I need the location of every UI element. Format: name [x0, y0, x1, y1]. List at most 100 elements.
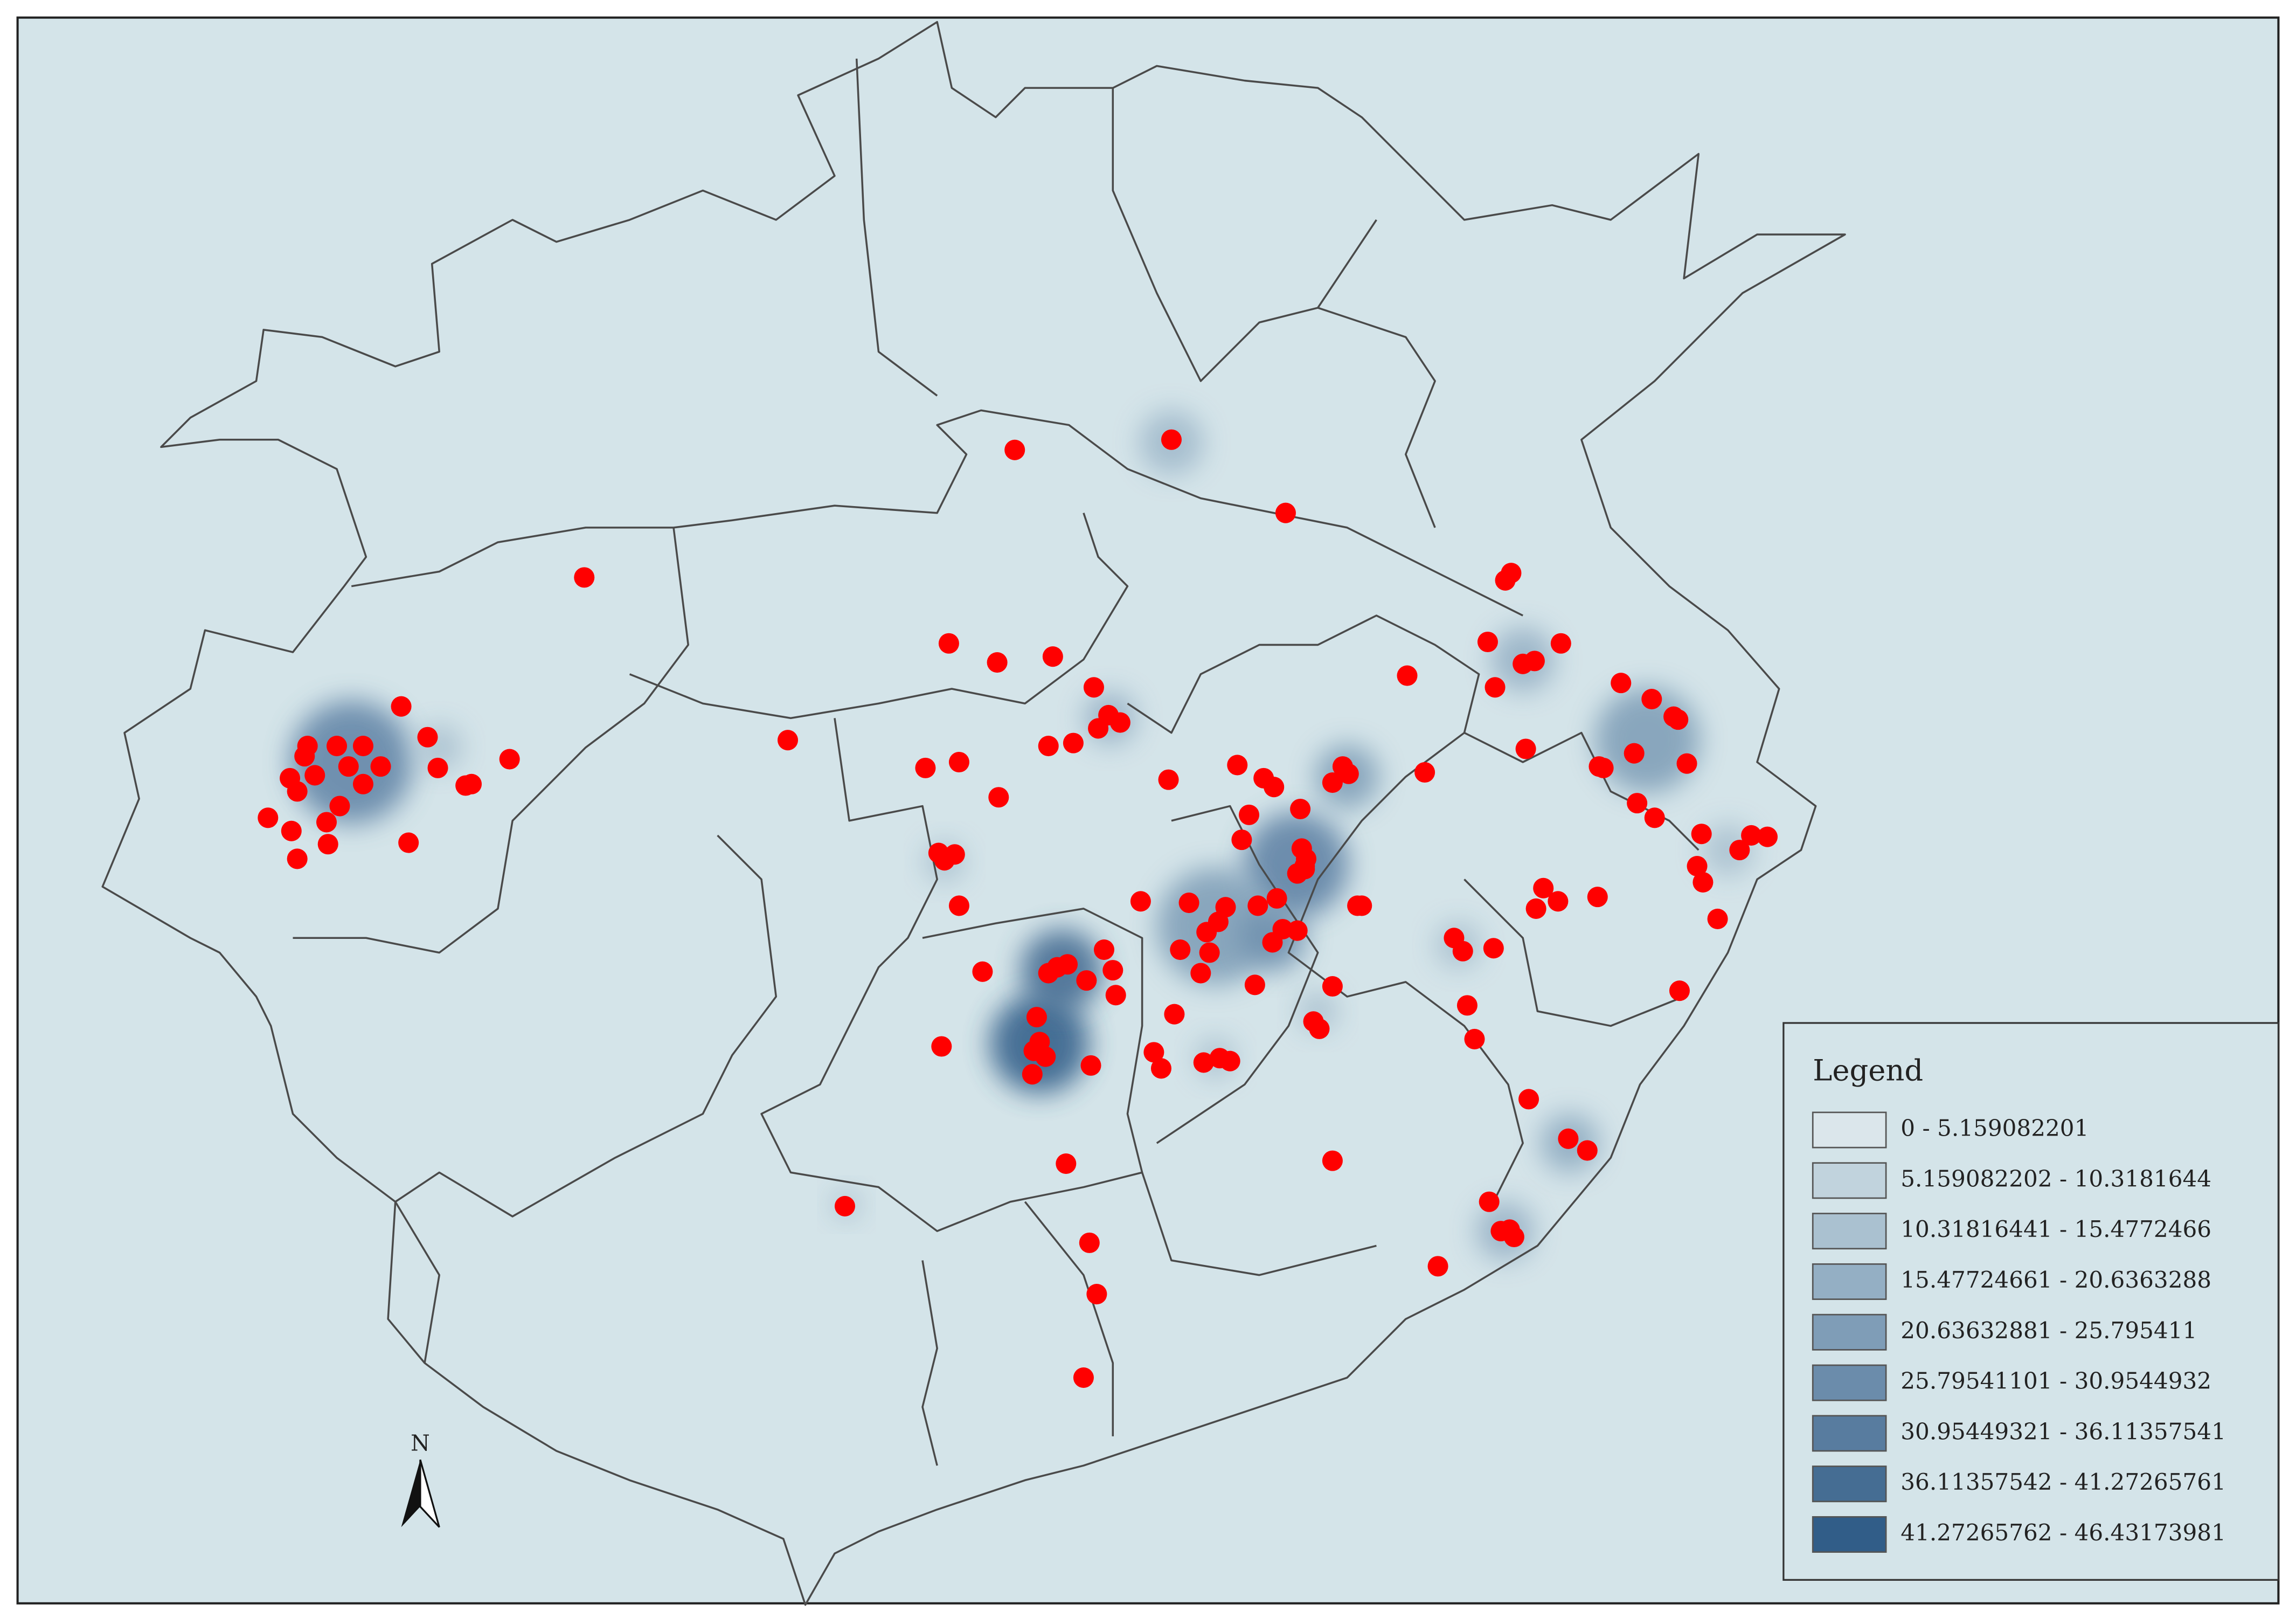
sample-point	[1164, 1004, 1185, 1025]
province-border	[1127, 614, 1524, 1202]
province-border	[1156, 805, 1319, 1144]
sample-point	[1227, 755, 1248, 776]
legend-swatch	[1812, 1465, 1887, 1503]
sample-point	[1057, 954, 1078, 975]
sample-point	[1262, 932, 1283, 953]
sample-point	[1477, 631, 1498, 653]
north-arrow-label: N	[411, 1430, 430, 1456]
sample-point	[948, 895, 969, 916]
sample-point	[1691, 824, 1712, 845]
sample-point	[294, 746, 315, 767]
sample-point	[461, 773, 482, 794]
sample-point	[398, 832, 419, 853]
sample-point	[317, 834, 338, 855]
sample-point	[1533, 877, 1554, 898]
sample-point	[1170, 939, 1191, 960]
sample-point	[1707, 908, 1728, 929]
legend-swatch	[1812, 1111, 1887, 1149]
north-arrow-right	[419, 1459, 440, 1528]
sample-point	[1038, 736, 1059, 757]
sample-point	[1644, 807, 1665, 828]
sample-point	[1105, 985, 1126, 1006]
sample-point	[1238, 804, 1260, 825]
sample-point	[1080, 1055, 1101, 1076]
sample-point	[1692, 872, 1714, 893]
sample-point	[1347, 895, 1368, 916]
legend-swatch	[1812, 1415, 1887, 1452]
sample-point	[1427, 1256, 1448, 1277]
legend-label: 0 - 5.159082201	[1900, 1115, 2089, 1141]
sample-point	[1264, 777, 1285, 798]
sample-point	[281, 820, 302, 841]
sample-point	[326, 736, 348, 757]
sample-point	[934, 850, 955, 871]
sample-point	[1397, 665, 1418, 686]
sample-point	[1143, 1042, 1164, 1063]
sample-point	[1294, 859, 1315, 880]
sample-point	[1525, 898, 1546, 919]
sample-point	[1741, 825, 1762, 846]
sample-point	[931, 1036, 952, 1057]
sample-point	[1102, 960, 1123, 981]
sample-point	[1483, 938, 1504, 959]
sample-point	[258, 807, 279, 828]
sample-point	[1729, 840, 1750, 861]
sample-point	[1669, 980, 1690, 1001]
legend-swatch	[1812, 1516, 1887, 1553]
sample-point	[1004, 439, 1025, 460]
legend-label: 10.31816441 - 15.4772466	[1900, 1216, 2211, 1242]
legend-label: 15.47724661 - 20.6363288	[1900, 1267, 2211, 1293]
sample-point	[1076, 970, 1097, 991]
sample-point	[1593, 757, 1614, 778]
sample-point	[352, 773, 373, 794]
sample-point	[948, 751, 969, 773]
sample-point	[1611, 673, 1632, 694]
sample-point	[1485, 677, 1506, 698]
sample-point	[1499, 1219, 1520, 1240]
sample-point	[1161, 429, 1182, 450]
sample-point	[1627, 793, 1648, 814]
sample-point	[1035, 1046, 1056, 1067]
point-layer	[258, 429, 1778, 1388]
sample-point	[1093, 939, 1114, 960]
sample-point	[391, 696, 412, 717]
sample-point	[1150, 1058, 1171, 1079]
sample-point	[1687, 856, 1708, 877]
sample-point	[1275, 502, 1296, 523]
sample-point	[1309, 1018, 1330, 1039]
north-arrow-left	[401, 1460, 420, 1527]
sample-point	[1558, 1128, 1579, 1149]
sample-point	[316, 812, 337, 833]
sample-point	[1322, 1150, 1343, 1171]
sample-point	[1513, 653, 1534, 674]
sample-point	[1515, 738, 1536, 759]
sample-point	[1624, 743, 1645, 764]
sample-point	[352, 736, 373, 757]
legend-title: Legend	[1813, 1053, 1923, 1087]
legend-label: 30.95449321 - 36.11357541	[1900, 1418, 2226, 1444]
sample-point	[1219, 1050, 1240, 1071]
legend-label: 20.63632881 - 25.795411	[1900, 1317, 2197, 1344]
sample-point	[1178, 892, 1199, 914]
sample-point	[1676, 753, 1697, 774]
sample-point	[1668, 709, 1689, 730]
sample-point	[1022, 1064, 1043, 1085]
province-border	[293, 527, 689, 954]
sample-point	[499, 749, 520, 770]
sample-point	[1073, 1367, 1094, 1388]
density-blob	[1701, 824, 1754, 877]
sample-point	[329, 796, 350, 817]
region-outline	[101, 21, 1846, 1606]
legend-label: 41.27265762 - 46.43173981	[1900, 1519, 2226, 1546]
sample-point	[1190, 963, 1211, 984]
sample-point	[988, 787, 1009, 808]
province-border	[922, 908, 1143, 1173]
sample-point	[1548, 891, 1569, 912]
legend: Legend 0 - 5.159082201 5.159082202 - 10.3…	[1782, 1022, 2280, 1581]
sample-point	[574, 567, 595, 588]
sample-point	[1456, 995, 1478, 1016]
sample-point	[1322, 976, 1343, 997]
